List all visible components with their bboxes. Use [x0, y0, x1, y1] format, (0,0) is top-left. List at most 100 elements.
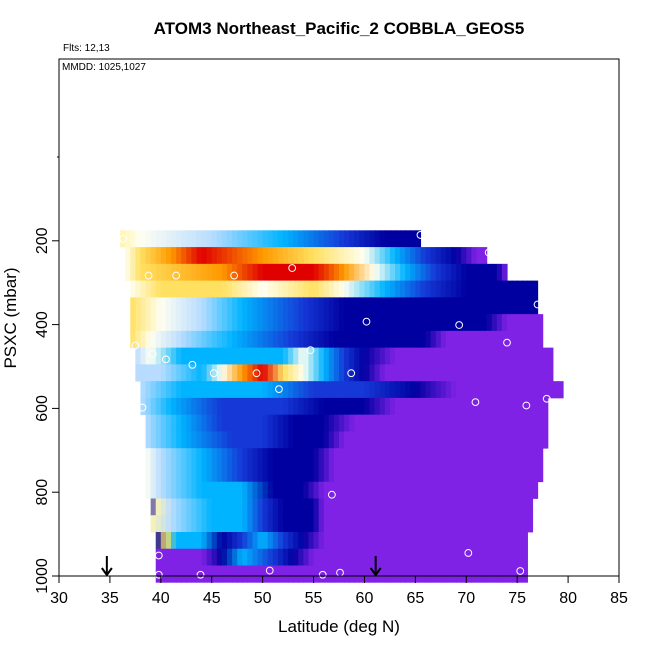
heatmap-cell — [395, 515, 401, 533]
heatmap-cell — [435, 263, 442, 282]
heatmap-cell — [298, 263, 304, 282]
heatmap-cell — [242, 297, 248, 315]
heatmap-cell — [451, 565, 457, 583]
heatmap-cell — [247, 381, 254, 399]
heatmap-cell — [344, 297, 350, 315]
heatmap-cell — [471, 247, 478, 265]
heatmap-cell — [206, 330, 213, 349]
heatmap-cell — [395, 347, 401, 365]
heatmap-cell — [451, 280, 457, 298]
heatmap-cell — [186, 347, 192, 365]
heatmap-cell — [227, 565, 233, 583]
heatmap-cell — [221, 314, 228, 332]
heatmap-cell — [211, 314, 218, 332]
heatmap-cell — [206, 381, 213, 399]
heatmap-cell — [186, 297, 192, 315]
heatmap-cell — [313, 532, 320, 550]
heatmap-cell — [430, 280, 437, 298]
heatmap-cell — [430, 532, 437, 550]
heatmap-cell — [308, 381, 315, 399]
heatmap-cell — [252, 347, 259, 365]
heatmap-cell — [486, 397, 493, 416]
heatmap-cell — [430, 381, 437, 399]
heatmap-cell — [323, 230, 330, 248]
heatmap-cell — [252, 280, 259, 298]
heatmap-cell — [288, 230, 294, 248]
heatmap-cell — [171, 247, 177, 265]
heatmap-cell — [532, 364, 539, 382]
heatmap-cell — [486, 330, 493, 349]
heatmap-cell — [415, 414, 422, 432]
heatmap-cell — [262, 565, 269, 583]
heatmap-cell — [486, 565, 493, 583]
heatmap-cell — [501, 498, 508, 516]
heatmap-cell — [435, 515, 442, 533]
heatmap-cell — [277, 247, 284, 265]
heatmap-cell — [461, 414, 467, 432]
heatmap-cell — [522, 481, 528, 499]
heatmap-cell — [512, 532, 518, 550]
heatmap-cell — [354, 347, 360, 365]
heatmap-cell — [318, 364, 325, 382]
heatmap-cell — [318, 481, 325, 499]
heatmap-cell — [308, 364, 315, 382]
x-axis: 30 35 40 45 50 55 60 65 70 75 80 85 — [50, 576, 628, 607]
data-point — [516, 567, 525, 575]
heatmap-cell — [456, 263, 462, 282]
heatmap-cell — [400, 464, 406, 483]
heatmap-cell — [201, 498, 208, 516]
heatmap-cell — [440, 397, 447, 416]
heatmap-cell — [140, 280, 147, 298]
heatmap-cell — [272, 330, 279, 349]
heatmap-cell — [303, 381, 310, 399]
heatmap-cell — [252, 414, 259, 432]
heatmap-cell — [293, 381, 299, 399]
heatmap-cell — [461, 280, 467, 298]
heatmap-cell — [471, 565, 478, 583]
heatmap-cell — [456, 464, 462, 483]
heatmap-cell — [507, 515, 513, 533]
heatmap-cell — [227, 297, 233, 315]
heatmap-cell — [176, 414, 182, 432]
heatmap-cell — [262, 280, 269, 298]
heatmap-cell — [216, 263, 223, 282]
heatmap-cell — [354, 230, 360, 248]
heatmap-cell — [216, 347, 223, 365]
heatmap-cell — [517, 297, 523, 315]
heatmap-cell — [461, 364, 467, 382]
heatmap-cell — [318, 414, 325, 432]
heatmap-cell — [237, 397, 243, 416]
heatmap-cell — [318, 263, 325, 282]
heatmap-cell — [125, 230, 131, 248]
heatmap-cell — [313, 565, 320, 583]
heatmap-cell — [445, 364, 452, 382]
heatmap-cell — [186, 532, 192, 550]
heatmap-cell — [155, 414, 162, 432]
heatmap-cell — [232, 297, 238, 315]
heatmap-cell — [456, 431, 462, 449]
heatmap-cell — [333, 448, 340, 466]
heatmap-cell — [227, 532, 233, 550]
heatmap-cell — [247, 263, 254, 282]
heatmap-cell — [323, 381, 330, 399]
heatmap-cell — [344, 330, 350, 349]
heatmap-cell — [257, 263, 264, 282]
heatmap-cell — [318, 431, 325, 449]
heatmap-cell — [247, 414, 254, 432]
heatmap-cell — [333, 548, 340, 566]
heatmap-band — [150, 498, 534, 516]
heatmap-cell — [349, 565, 355, 583]
heatmap-cell — [435, 381, 442, 399]
heatmap-cell — [420, 247, 427, 265]
heatmap-cell — [308, 347, 315, 365]
heatmap-cell — [466, 414, 472, 432]
heatmap-cell — [420, 397, 427, 416]
heatmap-cell — [527, 414, 534, 432]
heatmap-cell — [267, 464, 274, 483]
heatmap-cell — [140, 364, 147, 382]
heatmap-cell — [221, 297, 228, 315]
heatmap-cell — [466, 347, 472, 365]
heatmap-cell — [191, 297, 198, 315]
heatmap-cell — [232, 247, 238, 265]
heatmap-cell — [354, 515, 360, 533]
